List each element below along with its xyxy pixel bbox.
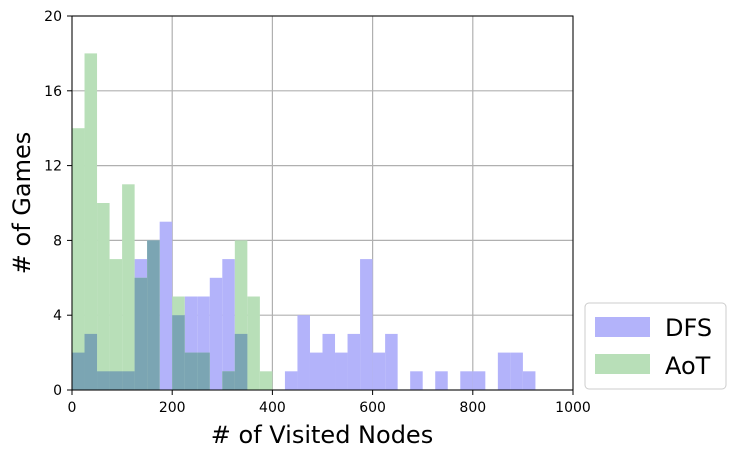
x-tick-label: 1000 xyxy=(555,400,591,416)
y-axis-label: # of Games xyxy=(8,132,36,274)
dfs-bar xyxy=(460,371,473,390)
overlap-bar xyxy=(197,352,210,390)
overlap-bar xyxy=(222,371,235,390)
aot-bar xyxy=(259,371,273,390)
aot-bar xyxy=(247,296,260,390)
dfs-bar xyxy=(322,333,336,390)
overlap-region xyxy=(72,240,248,390)
aot-bar xyxy=(97,203,110,390)
overlap-bar xyxy=(109,371,123,390)
dfs-bar xyxy=(472,371,486,390)
x-tick-label: 0 xyxy=(68,400,77,416)
dfs-bar xyxy=(410,371,423,390)
dfs-bar xyxy=(159,221,173,390)
x-tick-label: 600 xyxy=(359,400,386,416)
dfs-bar xyxy=(522,371,536,390)
dfs-bar xyxy=(510,352,523,390)
overlap-bar xyxy=(134,277,148,390)
overlap-bar xyxy=(72,352,85,390)
overlap-bar xyxy=(122,371,135,390)
overlap-bar xyxy=(84,333,98,390)
dfs-bar xyxy=(335,352,348,390)
dfs-bar xyxy=(360,259,373,390)
y-tick-label: 12 xyxy=(44,159,62,175)
y-tick-label: 20 xyxy=(44,9,62,25)
overlap-bar xyxy=(172,315,185,390)
dfs-bar xyxy=(385,333,398,390)
aot-bar xyxy=(122,184,135,390)
x-tick-label: 400 xyxy=(259,400,286,416)
dfs-bar xyxy=(347,333,361,390)
aot-bar xyxy=(84,53,98,391)
y-tick-label: 16 xyxy=(44,84,62,100)
overlap-bar xyxy=(147,240,160,390)
dfs-bar xyxy=(297,315,310,390)
legend: DFS AoT xyxy=(584,302,727,390)
x-axis-ticks: 0 200 400 600 800 1000 xyxy=(68,390,591,416)
legend-swatch-aot xyxy=(595,354,650,374)
y-tick-label: 0 xyxy=(53,383,62,399)
dfs-bar xyxy=(497,352,511,390)
x-tick-label: 200 xyxy=(159,400,186,416)
y-tick-label: 8 xyxy=(53,233,62,249)
dfs-bar xyxy=(309,352,323,390)
overlap-bar xyxy=(97,371,110,390)
x-tick-label: 800 xyxy=(459,400,486,416)
overlap-bar xyxy=(184,352,198,390)
legend-label-dfs: DFS xyxy=(665,314,712,342)
y-tick-label: 4 xyxy=(53,308,62,324)
y-axis-ticks: 0 4 8 12 16 20 xyxy=(44,9,72,399)
plot-frame xyxy=(71,15,574,391)
dfs-bar xyxy=(222,259,235,390)
aot-bar xyxy=(109,259,123,390)
legend-label-aot: AoT xyxy=(665,352,711,380)
overlap-bar xyxy=(234,333,248,390)
dfs-bar xyxy=(284,371,298,390)
aot-bar xyxy=(72,128,85,390)
dfs-bar xyxy=(435,371,448,390)
legend-swatch-dfs xyxy=(595,317,650,337)
x-axis-label: # of Visited Nodes xyxy=(211,421,433,449)
dfs-bar xyxy=(372,352,386,390)
dfs-bar xyxy=(209,277,223,390)
